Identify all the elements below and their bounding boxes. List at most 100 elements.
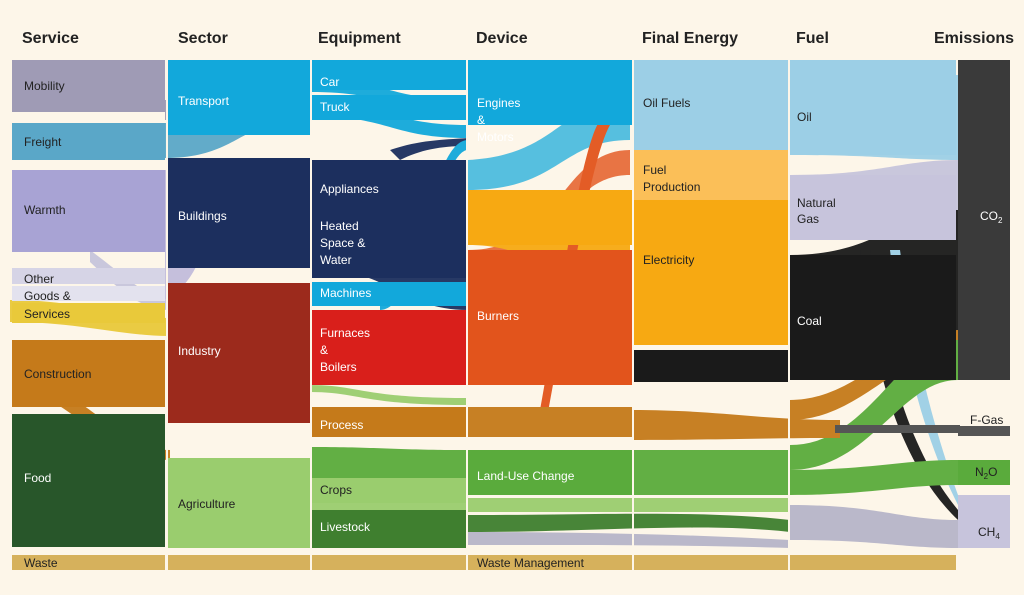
label-natural: Natural	[797, 196, 836, 210]
node-oil	[790, 60, 956, 155]
header-device: Device	[476, 30, 528, 47]
flow-crops-n2o	[790, 460, 958, 495]
label-appliances: Appliances	[320, 182, 379, 196]
label-ch4-main: CH	[978, 525, 995, 539]
node-furnaces	[312, 310, 466, 385]
node-services	[12, 303, 165, 323]
flow-livestock-ch4	[468, 532, 790, 548]
flow-appliances	[390, 138, 468, 160]
node-appliances-heated	[312, 160, 466, 278]
label-waste-management: Waste Management	[477, 556, 585, 570]
node-waste	[12, 555, 165, 570]
node-waste-final	[634, 555, 788, 570]
node-food	[12, 414, 165, 547]
node-other	[12, 268, 165, 284]
node-electricity	[634, 200, 788, 345]
column-dividers	[166, 55, 790, 575]
label-other: Other	[24, 272, 54, 286]
label-engines-amp: &	[477, 113, 485, 127]
label-n2o: N2O	[975, 465, 997, 481]
flow-ag-small	[310, 385, 468, 405]
label-furnaces: Furnaces	[320, 326, 370, 340]
label-production: Production	[643, 180, 700, 194]
node-elec-coal	[634, 350, 788, 382]
label-fgas: F-Gas	[970, 413, 1003, 427]
label-construction: Construction	[24, 367, 91, 381]
node-n2o	[958, 460, 1010, 485]
label-electricity: Electricity	[643, 253, 694, 267]
label-warmth: Warmth	[24, 203, 66, 217]
node-natural-gas	[790, 175, 956, 240]
node-freight	[12, 123, 165, 160]
node-livestock	[312, 510, 466, 548]
node-buildings	[168, 158, 310, 268]
label-motors: Motors	[477, 130, 514, 144]
node-transport	[168, 60, 310, 135]
label-landuse: Land-Use Change	[477, 469, 575, 483]
header-fuel: Fuel	[796, 30, 829, 47]
label-ch4: CH4	[978, 525, 1000, 541]
node-waste-fuel	[790, 555, 956, 570]
label-car: Car	[320, 75, 339, 89]
node-industry	[168, 283, 310, 423]
flow-crops-mid	[468, 498, 790, 512]
flow-ch4	[790, 505, 958, 548]
label-truck: Truck	[320, 100, 351, 114]
node-goods	[12, 286, 165, 301]
node-waste-equipment	[312, 555, 466, 570]
label-livestock: Livestock	[320, 520, 371, 534]
nodes	[12, 60, 1010, 570]
label-ch4-sub: 4	[995, 532, 1000, 541]
label-oil: Oil	[797, 110, 812, 124]
label-water: Water	[320, 253, 352, 267]
node-agriculture	[168, 458, 310, 548]
label-coal: Coal	[797, 314, 822, 328]
node-burners	[468, 250, 632, 385]
node-fuel-production	[634, 150, 788, 200]
label-heated: Heated	[320, 219, 359, 233]
label-n2o-sub: 2	[984, 472, 989, 481]
header-service: Service	[22, 30, 79, 47]
label-co2: CO2	[980, 209, 1003, 225]
label-space: Space &	[320, 236, 365, 250]
label-food: Food	[24, 471, 51, 485]
label-boilers: Boilers	[320, 360, 357, 374]
label-crops: Crops	[320, 483, 352, 497]
label-machines: Machines	[320, 286, 371, 300]
label-services: Services	[24, 307, 70, 321]
label-n2o-main: N	[975, 465, 984, 479]
node-co2	[958, 60, 1010, 380]
node-coal	[790, 255, 956, 380]
header-sector: Sector	[178, 30, 228, 47]
flow-fgas	[835, 425, 960, 433]
label-co2-main: CO	[980, 209, 998, 223]
node-warmth	[12, 170, 165, 252]
node-fgas	[958, 426, 1010, 436]
node-process	[312, 407, 466, 437]
header-emissions: Emissions	[934, 30, 1014, 47]
node-construction	[12, 340, 165, 407]
label-fuel: Fuel	[643, 163, 666, 177]
label-furnaces-amp: &	[320, 343, 328, 357]
node-waste-management	[468, 555, 632, 570]
column-headers: Service Sector Equipment Device Final En…	[22, 30, 1014, 47]
header-equipment: Equipment	[318, 30, 401, 47]
node-machines	[312, 282, 466, 306]
node-mobility	[12, 60, 165, 112]
header-final-energy: Final Energy	[642, 30, 738, 47]
label-burners: Burners	[477, 309, 519, 323]
label-co2-sub: 2	[998, 216, 1003, 225]
node-oil-fuels	[634, 60, 788, 150]
label-oil-fuels: Oil Fuels	[643, 96, 690, 110]
node-landuse	[468, 450, 632, 495]
node-crops	[312, 478, 466, 503]
label-mobility: Mobility	[24, 79, 65, 93]
label-agriculture: Agriculture	[178, 497, 236, 511]
label-gas: Gas	[797, 212, 819, 226]
label-process: Process	[320, 418, 363, 432]
node-device-electric	[468, 190, 632, 245]
label-engines: Engines	[477, 96, 520, 110]
node-truck	[312, 95, 466, 120]
